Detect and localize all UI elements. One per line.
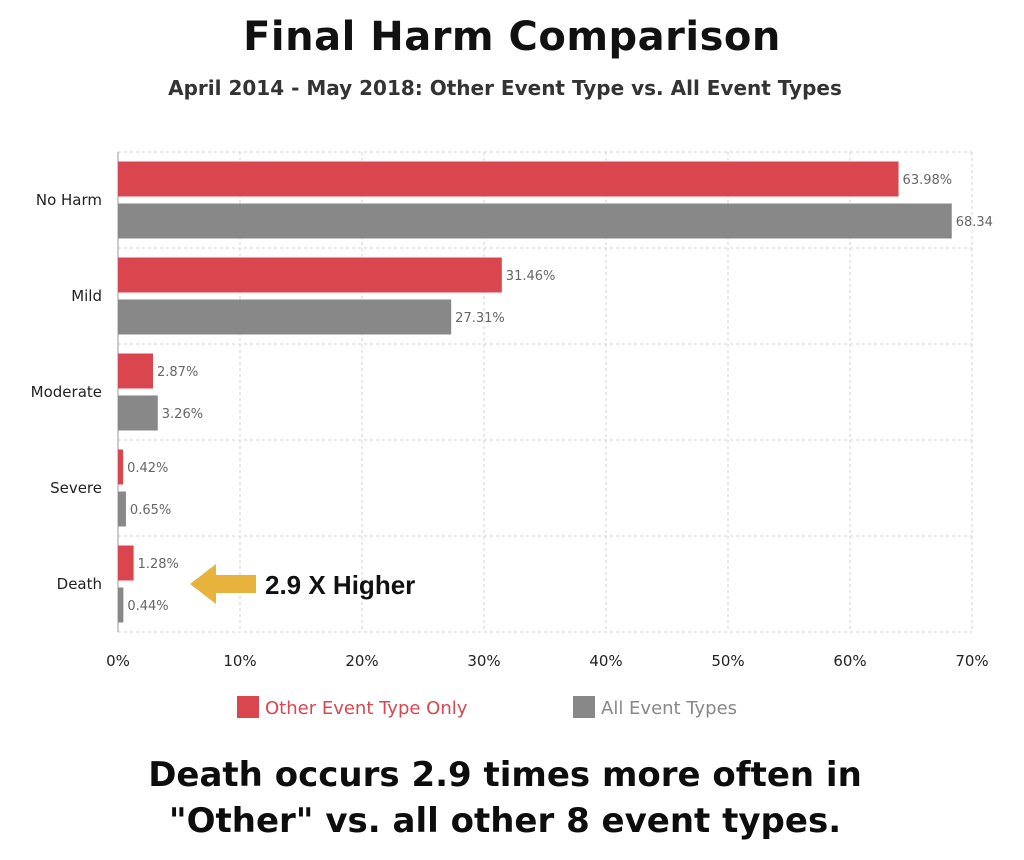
data-label: 0.42% — [127, 461, 168, 476]
chart-title: Final Harm Comparison — [243, 14, 781, 60]
x-tick-label: 10% — [223, 652, 256, 670]
x-tick-label: 30% — [467, 652, 500, 670]
bar-no-harm-all — [118, 203, 952, 239]
legend-swatch-other — [237, 696, 259, 718]
bar-death-all — [118, 587, 124, 623]
legend-label-other: Other Event Type Only — [265, 698, 468, 719]
data-label: 31.46% — [506, 269, 556, 284]
x-tick-label: 70% — [955, 652, 988, 670]
annotation-arrow-icon — [190, 564, 256, 604]
x-tick-label: 0% — [106, 652, 130, 670]
bar-moderate-other — [118, 353, 154, 389]
category-label: No Harm — [36, 191, 102, 209]
bar-mild-other — [118, 257, 502, 293]
data-label: 63.98% — [903, 173, 953, 188]
data-label: 1.28% — [138, 557, 179, 572]
data-label: 68.34 — [956, 215, 993, 230]
category-label: Moderate — [31, 383, 102, 401]
data-label: 0.44% — [127, 599, 168, 614]
bar-no-harm-other — [118, 161, 899, 197]
conclusion-line-1: Death occurs 2.9 times more often in — [148, 755, 862, 795]
bar-mild-all — [118, 299, 452, 335]
x-tick-label: 60% — [833, 652, 866, 670]
data-label: 3.26% — [162, 407, 203, 422]
category-label: Mild — [71, 287, 102, 305]
x-tick-label: 20% — [345, 652, 378, 670]
conclusion-line-2: "Other" vs. all other 8 event types. — [168, 801, 842, 841]
data-label: 2.87% — [157, 365, 198, 380]
annotation-text: 2.9 X Higher — [265, 570, 415, 600]
bar-chart: 63.98% 68.34 No Harm 31.46% 27.31% Mild 2.87% 3… — [31, 151, 993, 719]
legend-swatch-all — [573, 696, 595, 718]
conclusion-note: Death occurs 2.9 times more often in "Ot… — [0, 752, 1010, 844]
bar-severe-all — [118, 491, 126, 527]
bar-moderate-all — [118, 395, 158, 431]
x-tick-label: 50% — [711, 652, 744, 670]
chart-subtitle: April 2014 - May 2018: Other Event Type … — [168, 76, 842, 100]
data-label: 27.31% — [455, 311, 505, 326]
data-label: 0.65% — [130, 503, 171, 518]
bar-death-other — [118, 545, 134, 581]
category-label: Death — [57, 575, 102, 593]
x-tick-label: 40% — [589, 652, 622, 670]
bar-severe-other — [118, 449, 124, 485]
legend-label-all: All Event Types — [601, 698, 737, 719]
category-label: Severe — [50, 479, 102, 497]
